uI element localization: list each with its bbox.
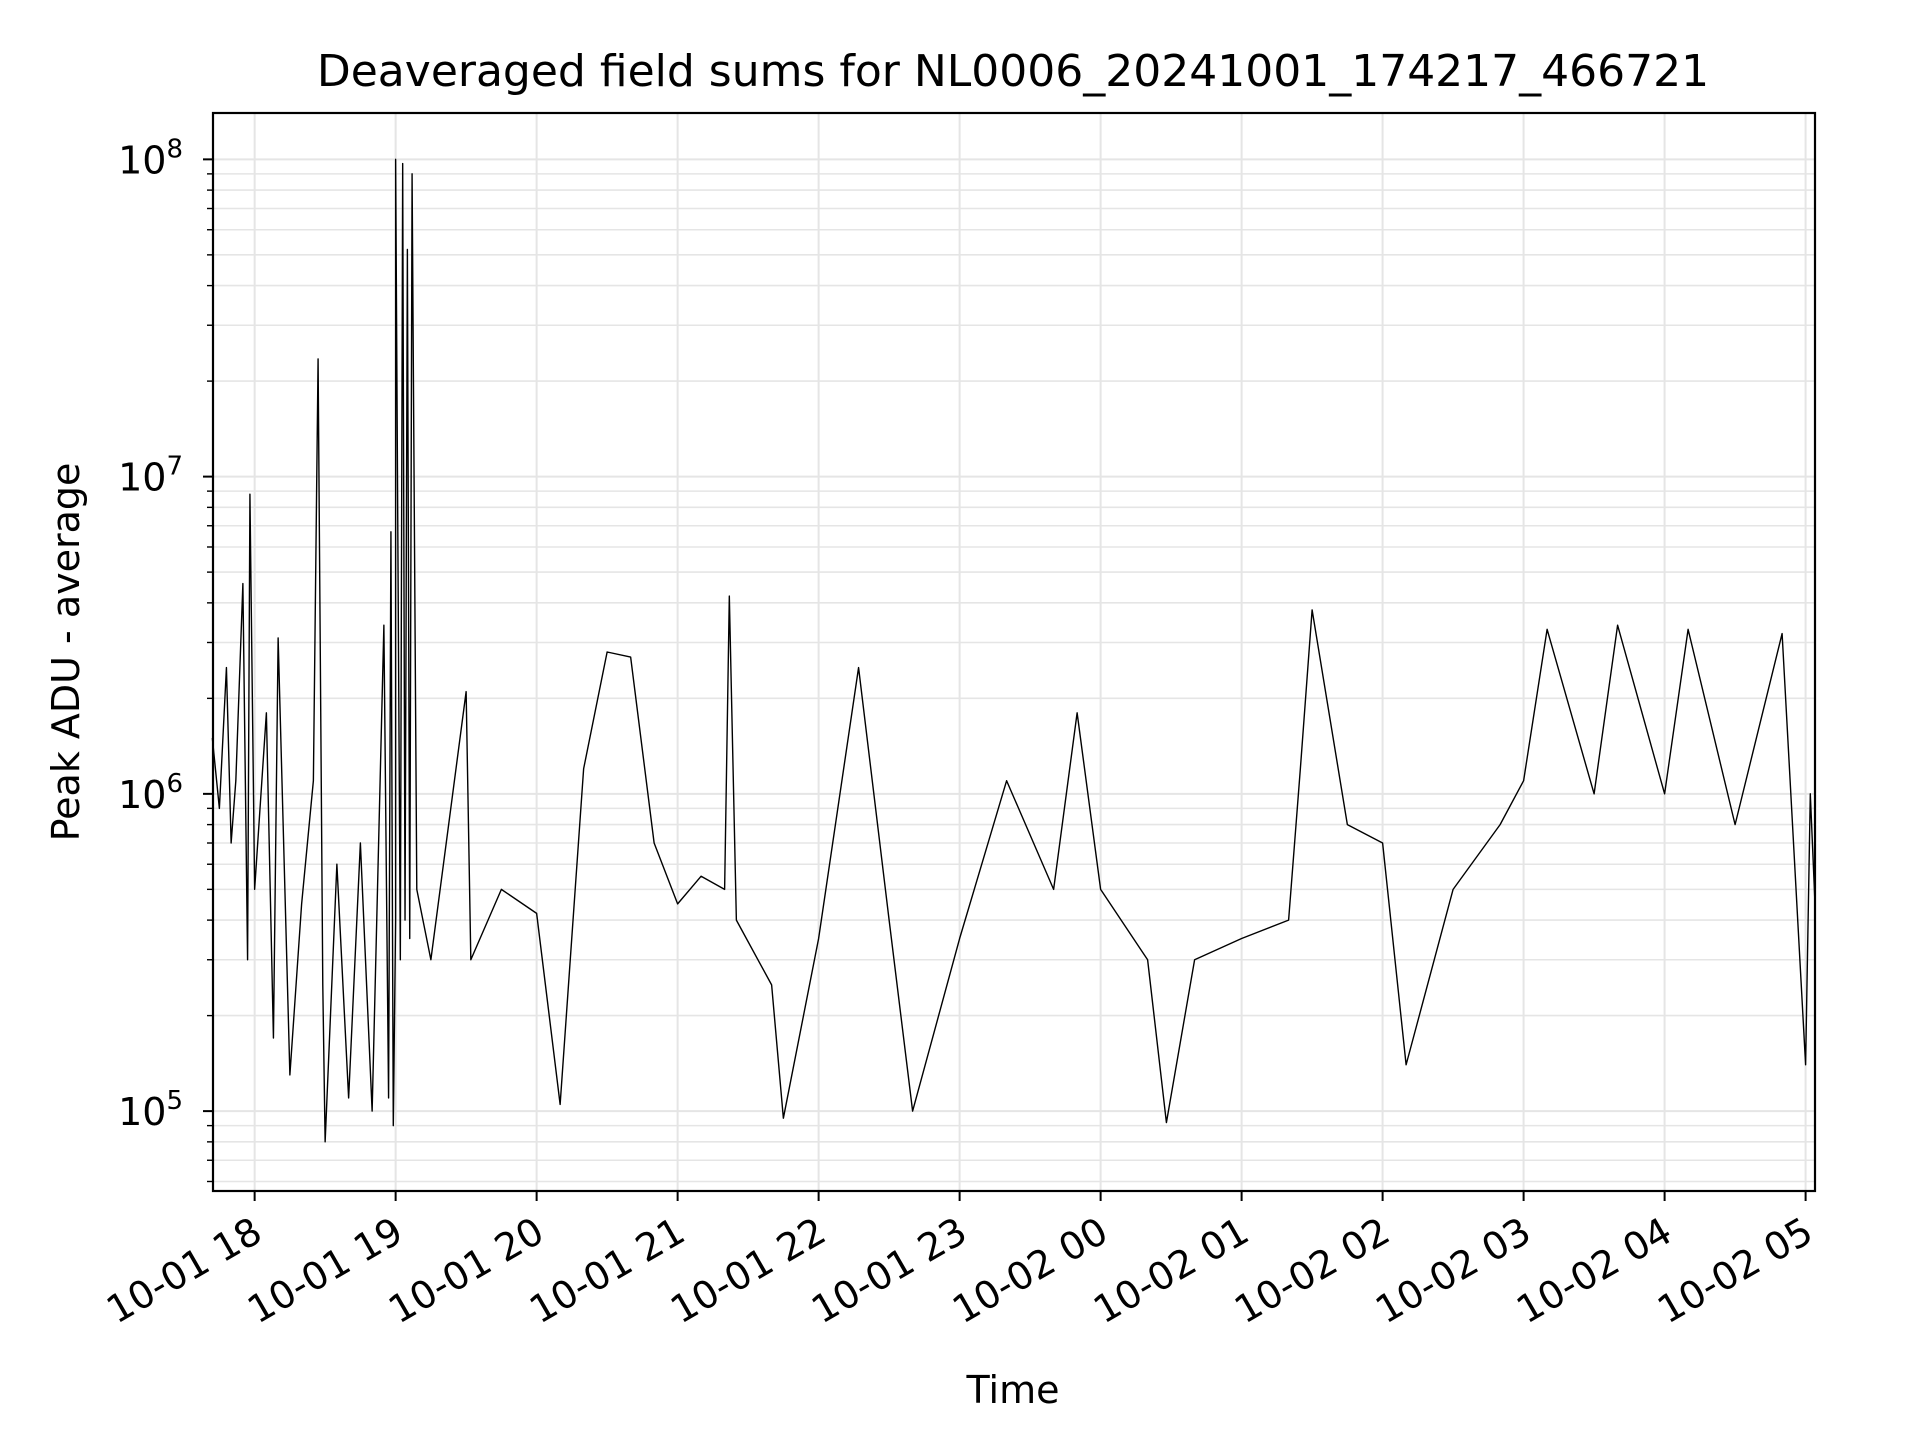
y-tick-label: 106 <box>118 769 183 817</box>
x-tick-label: 10-02 01 <box>1086 1209 1256 1333</box>
x-tick-label: 10-01 22 <box>663 1209 833 1333</box>
y-tick-label: 107 <box>118 452 183 500</box>
y-axis-label: Peak ADU - average <box>44 463 88 842</box>
x-tick-label: 10-01 20 <box>381 1209 551 1333</box>
y-tick-label: 108 <box>118 134 183 182</box>
x-tick-label: 10-01 18 <box>99 1209 269 1333</box>
plot-area-frame <box>211 111 1817 1193</box>
x-tick-label: 10-02 00 <box>945 1209 1115 1333</box>
series-layer <box>211 158 1816 1143</box>
x-axis-label: Time <box>966 1368 1060 1412</box>
chart-title: Deaveraged field sums for NL0006_2024100… <box>317 46 1709 97</box>
x-tick-label: 10-01 21 <box>522 1209 692 1333</box>
series-line-0 <box>211 158 1816 1143</box>
x-tick-label: 10-02 03 <box>1368 1209 1538 1333</box>
x-tick-label: 10-02 02 <box>1227 1209 1397 1333</box>
x-tick-label: 10-01 23 <box>804 1209 974 1333</box>
y-axis: 105 106 107 108 <box>118 134 213 1183</box>
x-tick-label: 10-01 19 <box>240 1209 410 1333</box>
x-tick-label: 10-02 05 <box>1650 1209 1820 1333</box>
y-tick-label: 105 <box>118 1086 183 1134</box>
grid <box>213 113 1815 1191</box>
x-tick-label: 10-02 04 <box>1509 1209 1679 1333</box>
